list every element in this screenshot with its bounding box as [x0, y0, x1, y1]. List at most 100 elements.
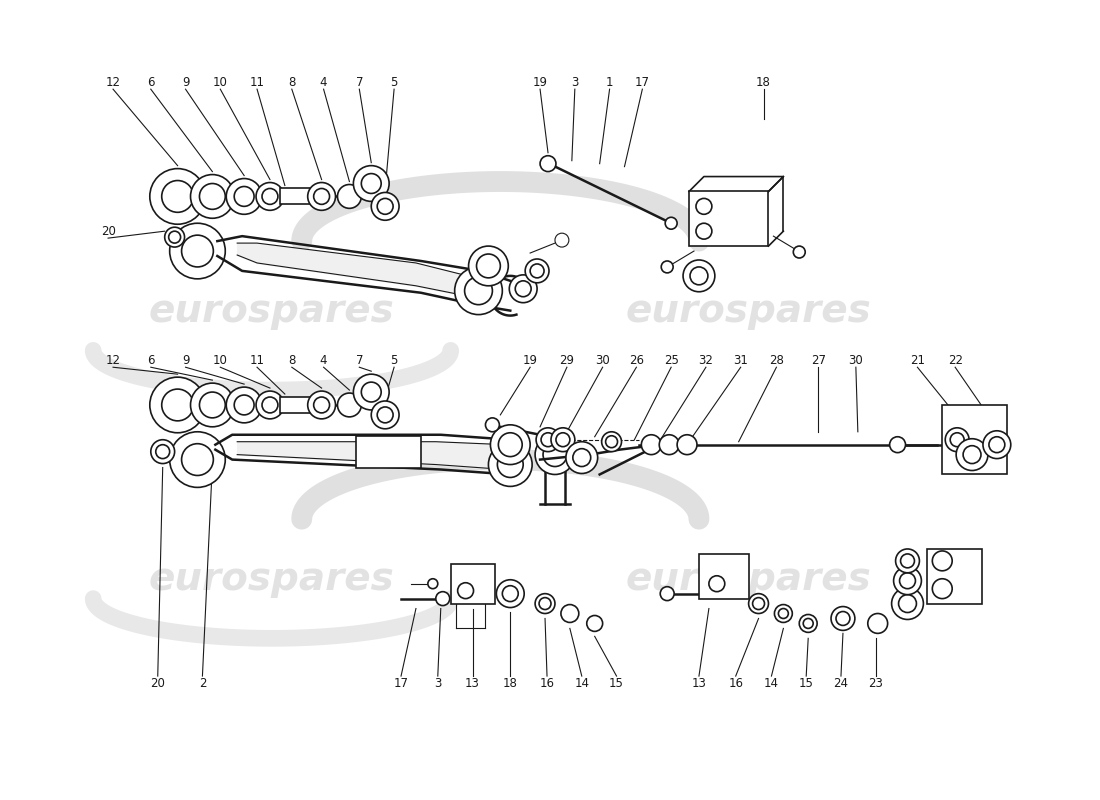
Circle shape [803, 618, 813, 629]
Bar [698, 554, 749, 598]
Circle shape [539, 598, 551, 610]
Circle shape [752, 598, 764, 610]
Circle shape [895, 549, 920, 573]
Circle shape [190, 383, 234, 427]
Circle shape [696, 198, 712, 214]
Circle shape [464, 277, 493, 305]
Circle shape [800, 614, 817, 632]
Text: 28: 28 [769, 354, 784, 366]
Circle shape [256, 391, 284, 419]
Text: 3: 3 [434, 677, 441, 690]
Circle shape [606, 436, 617, 448]
Circle shape [476, 254, 501, 278]
Circle shape [361, 174, 382, 194]
Text: 18: 18 [756, 76, 771, 89]
Text: 17: 17 [635, 76, 650, 89]
Text: 6: 6 [147, 76, 154, 89]
Circle shape [150, 377, 206, 433]
Text: 8: 8 [288, 76, 296, 89]
Text: 19: 19 [522, 354, 538, 366]
Text: 2: 2 [199, 677, 206, 690]
Circle shape [535, 434, 575, 474]
Circle shape [169, 432, 226, 487]
Circle shape [586, 615, 603, 631]
Circle shape [503, 586, 518, 602]
Circle shape [353, 166, 389, 202]
Text: 20: 20 [101, 225, 116, 238]
Text: 8: 8 [288, 354, 296, 366]
Bar [279, 189, 310, 204]
Text: 16: 16 [539, 677, 554, 690]
Text: 20: 20 [151, 677, 165, 690]
Circle shape [830, 606, 855, 630]
Circle shape [162, 389, 194, 421]
Bar [927, 549, 982, 603]
Circle shape [774, 605, 792, 622]
Text: 9: 9 [182, 76, 189, 89]
Text: 30: 30 [595, 354, 610, 366]
Text: 29: 29 [560, 354, 574, 366]
Circle shape [168, 231, 180, 243]
Circle shape [556, 233, 569, 247]
Text: 13: 13 [692, 677, 706, 690]
Circle shape [428, 578, 438, 589]
Text: 31: 31 [734, 354, 748, 366]
Text: 7: 7 [355, 76, 363, 89]
Bar [356, 436, 421, 467]
Circle shape [353, 374, 389, 410]
Circle shape [525, 259, 549, 283]
Text: 4: 4 [320, 76, 328, 89]
Text: 6: 6 [147, 354, 154, 366]
Circle shape [469, 246, 508, 286]
Circle shape [498, 433, 522, 457]
Circle shape [262, 189, 278, 204]
Circle shape [338, 393, 361, 417]
Text: eurospares: eurospares [150, 292, 395, 330]
Circle shape [551, 428, 575, 452]
Text: 23: 23 [868, 677, 883, 690]
Bar [279, 397, 310, 413]
Circle shape [199, 183, 226, 210]
Circle shape [950, 433, 964, 446]
Circle shape [989, 437, 1004, 453]
Circle shape [314, 397, 330, 413]
Circle shape [836, 611, 850, 626]
Circle shape [454, 267, 503, 314]
Text: 12: 12 [106, 76, 121, 89]
Text: 12: 12 [106, 354, 121, 366]
Text: 5: 5 [390, 354, 398, 366]
Circle shape [227, 387, 262, 423]
Circle shape [488, 442, 532, 486]
Circle shape [182, 235, 213, 267]
Circle shape [868, 614, 888, 634]
Circle shape [234, 186, 254, 206]
Circle shape [165, 227, 185, 247]
Circle shape [458, 582, 473, 598]
Circle shape [696, 223, 712, 239]
Circle shape [660, 586, 674, 601]
Circle shape [540, 156, 556, 171]
Circle shape [661, 261, 673, 273]
Text: 13: 13 [465, 677, 480, 690]
Circle shape [361, 382, 382, 402]
Circle shape [372, 193, 399, 220]
Text: 4: 4 [320, 354, 328, 366]
Text: 3: 3 [571, 76, 579, 89]
Text: 19: 19 [532, 76, 548, 89]
Bar [689, 191, 769, 246]
Circle shape [899, 594, 916, 613]
Circle shape [535, 594, 556, 614]
Circle shape [779, 609, 789, 618]
Circle shape [893, 567, 922, 594]
Circle shape [690, 267, 708, 285]
Text: eurospares: eurospares [150, 560, 395, 598]
Circle shape [900, 573, 915, 589]
Circle shape [190, 174, 234, 218]
Text: eurospares: eurospares [626, 560, 871, 598]
Circle shape [377, 198, 393, 214]
Circle shape [573, 449, 591, 466]
Circle shape [150, 169, 206, 224]
Circle shape [666, 218, 678, 229]
Circle shape [956, 438, 988, 470]
Circle shape [151, 440, 175, 463]
